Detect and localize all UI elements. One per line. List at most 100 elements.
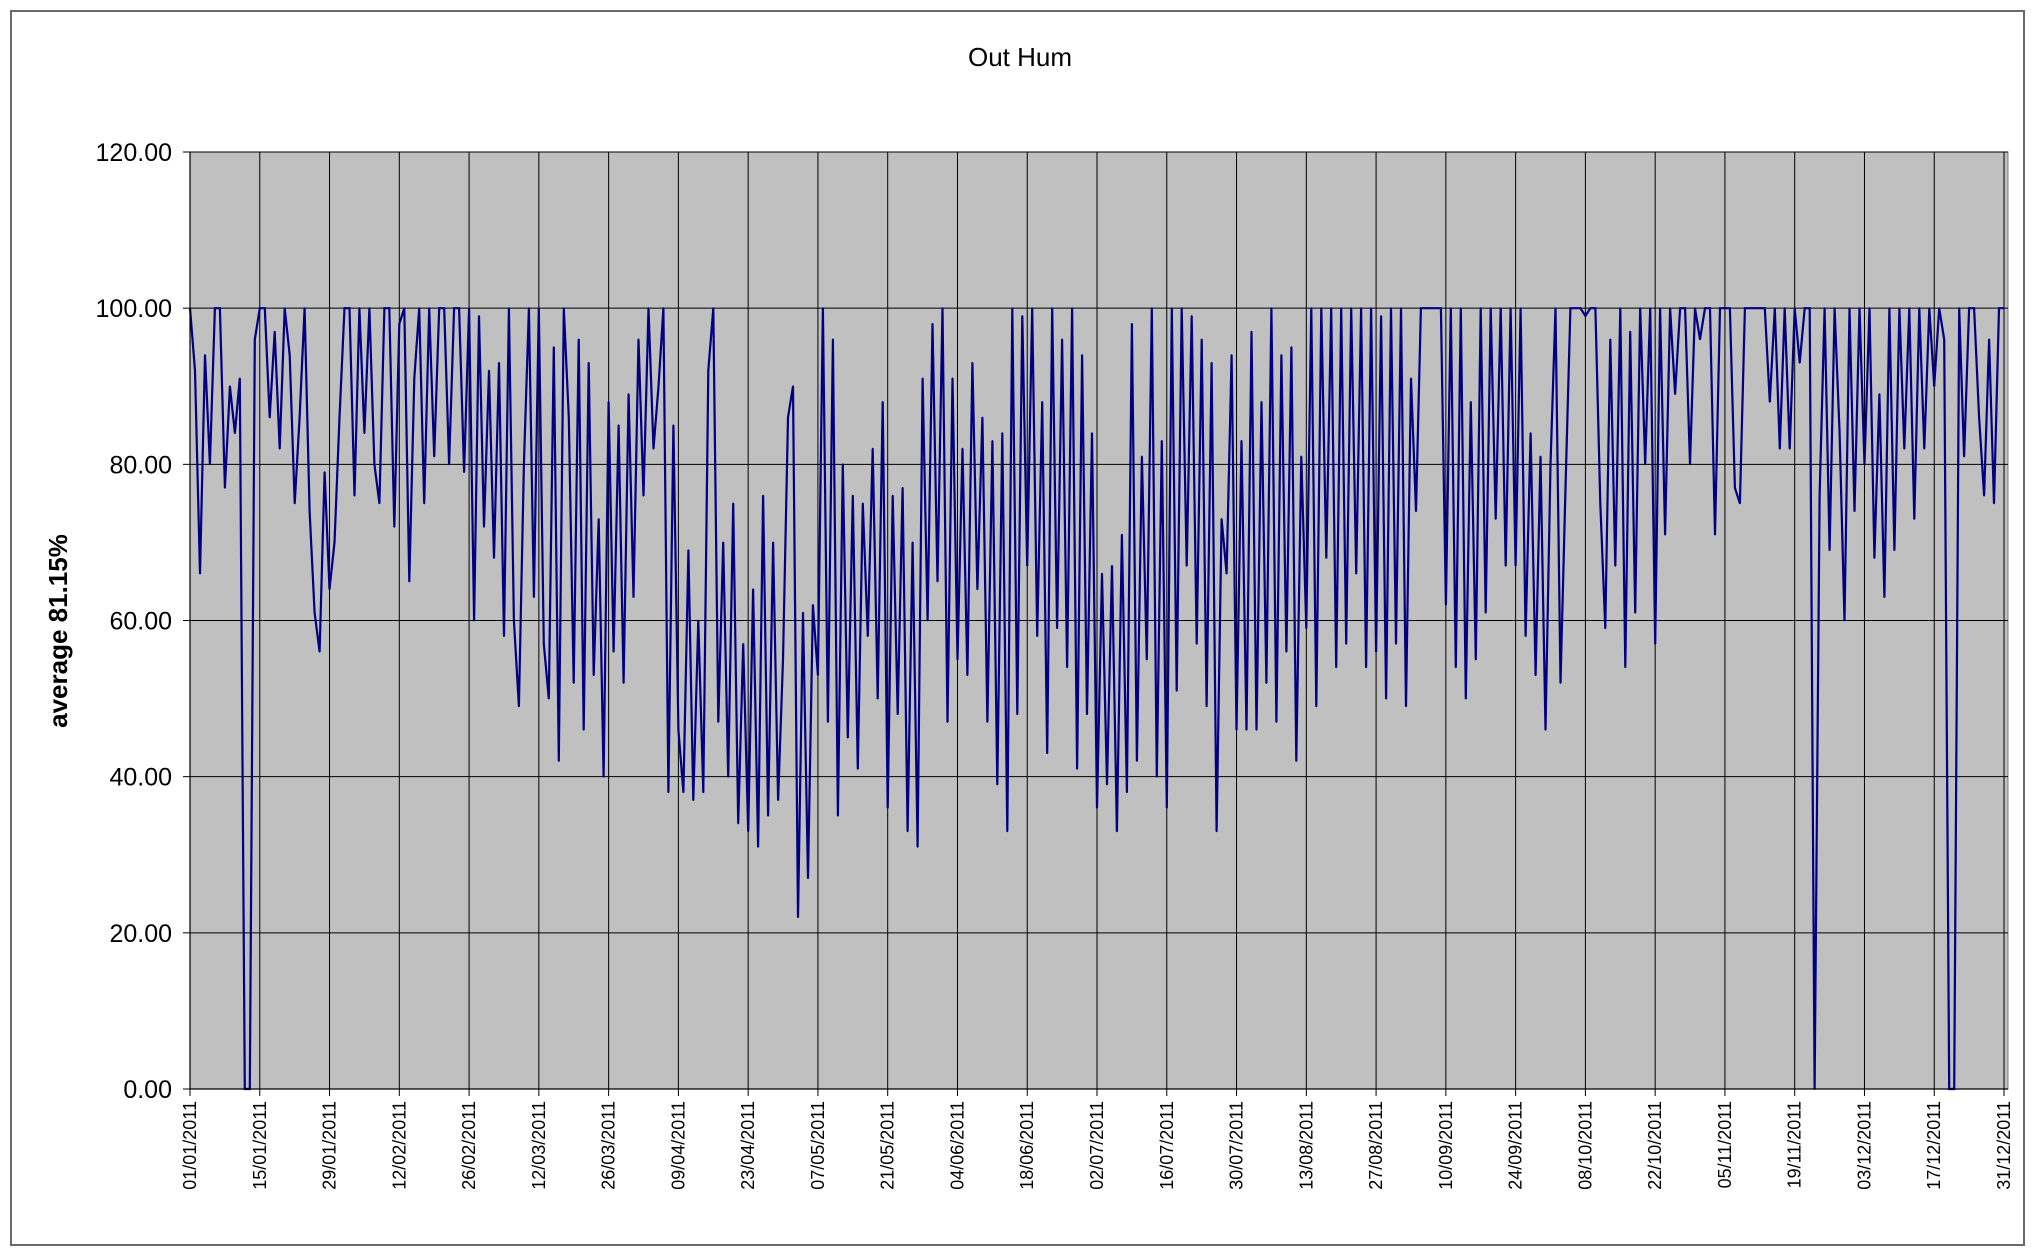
data-point	[1235, 728, 1238, 731]
data-point	[1121, 533, 1123, 536]
data-point	[1096, 807, 1098, 809]
data-point	[1714, 533, 1716, 536]
data-point	[1798, 361, 1801, 364]
data-point	[1275, 721, 1278, 723]
x-tick-label: 05/11/2011	[1715, 1101, 1735, 1188]
data-point	[1873, 557, 1876, 559]
data-point	[1175, 689, 1178, 692]
data-point	[1918, 307, 1921, 310]
data-point	[1514, 564, 1517, 567]
data-point	[732, 502, 735, 505]
data-point	[273, 330, 276, 333]
data-point	[1454, 666, 1457, 669]
x-axis: 01/01/2011 15/01/2011 29/01/2011 12/02/2011…	[180, 1088, 2014, 1190]
data-point	[712, 307, 715, 310]
data-point	[1400, 307, 1402, 310]
data-point	[1519, 307, 1522, 310]
data-point	[1474, 658, 1477, 661]
data-point	[1300, 455, 1303, 458]
data-point	[1449, 307, 1452, 310]
data-point	[373, 463, 376, 466]
data-point	[1126, 791, 1128, 794]
data-point	[1195, 643, 1198, 645]
data-point	[896, 713, 899, 716]
data-point	[996, 783, 999, 786]
data-point	[1116, 830, 1118, 833]
data-point	[1654, 643, 1657, 645]
data-point	[837, 814, 839, 817]
data-point	[328, 588, 331, 591]
data-point	[662, 307, 665, 310]
data-point	[1559, 682, 1562, 684]
data-point	[1066, 666, 1068, 669]
data-point	[503, 635, 505, 637]
data-point	[1459, 307, 1462, 310]
data-point	[448, 463, 450, 466]
data-point	[1076, 768, 1078, 770]
data-point	[727, 775, 730, 778]
data-point	[1504, 564, 1507, 567]
data-point	[1255, 728, 1258, 731]
data-point	[866, 635, 869, 637]
x-tick-label: 31/12/2011	[1994, 1101, 2014, 1190]
y-tick-label: 0.00	[123, 1076, 172, 1104]
data-point	[1230, 354, 1233, 356]
data-point	[383, 307, 386, 310]
data-point	[1773, 307, 1776, 310]
data-point	[657, 385, 660, 388]
data-point	[1639, 307, 1642, 310]
data-point	[1968, 307, 1970, 310]
y-tick-label: 80.00	[109, 451, 172, 479]
data-point	[473, 619, 475, 622]
data-point	[637, 338, 640, 341]
data-point	[453, 307, 455, 310]
y-axis-label: average 81.15%	[43, 534, 73, 728]
data-point	[772, 541, 774, 544]
x-tick-label: 13/08/2011	[1296, 1101, 1316, 1190]
data-point	[229, 385, 231, 388]
data-point	[642, 494, 645, 497]
data-point	[717, 721, 720, 723]
data-point	[1240, 440, 1243, 442]
data-point	[592, 674, 595, 677]
data-point	[428, 307, 431, 310]
x-tick-label: 30/07/2011	[1227, 1101, 1247, 1190]
data-point	[1539, 455, 1542, 458]
data-point	[1739, 502, 1741, 505]
data-point	[1549, 463, 1552, 466]
data-point	[478, 315, 480, 317]
data-point	[1903, 447, 1906, 450]
data-point	[1963, 455, 1965, 458]
data-point	[1659, 307, 1661, 310]
data-point	[368, 307, 371, 310]
x-tick-label: 29/01/2011	[320, 1101, 340, 1190]
data-point	[1360, 307, 1362, 310]
data-point	[1350, 307, 1353, 310]
data-point	[1803, 307, 1806, 310]
x-tick-label: 19/11/2011	[1785, 1101, 1805, 1188]
data-point	[682, 791, 685, 794]
x-tick-label: 22/10/2011	[1645, 1101, 1665, 1190]
data-point	[348, 307, 351, 310]
data-point	[278, 447, 281, 450]
data-point	[1564, 486, 1567, 489]
data-point	[1101, 572, 1103, 575]
data-point	[647, 307, 650, 310]
data-point	[1185, 564, 1188, 567]
data-point	[1420, 307, 1422, 310]
data-point	[338, 416, 341, 419]
data-point	[797, 916, 799, 919]
data-point	[782, 658, 784, 661]
data-point	[408, 580, 411, 583]
data-point	[1160, 440, 1163, 442]
data-point	[552, 346, 555, 349]
data-point	[363, 432, 366, 434]
data-point	[413, 377, 416, 380]
data-point	[1150, 307, 1153, 310]
data-point	[1778, 447, 1781, 450]
data-point	[911, 541, 914, 544]
data-point	[632, 596, 635, 598]
data-point	[841, 463, 844, 466]
data-point	[1868, 307, 1871, 310]
